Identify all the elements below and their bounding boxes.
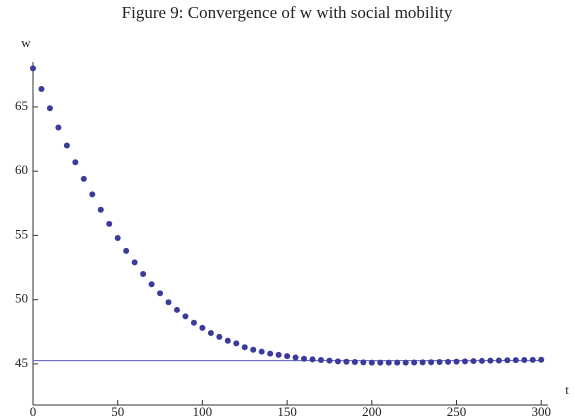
point — [157, 290, 164, 297]
point — [224, 337, 231, 344]
x-tick-label: 250 — [447, 404, 467, 418]
x-tick-label: 200 — [362, 404, 382, 418]
y-tick-label: 55 — [15, 226, 28, 241]
y-tick-label: 60 — [15, 162, 28, 177]
chart-title: Figure 9: Convergence of w with social m… — [122, 3, 453, 22]
point — [207, 330, 214, 337]
point — [165, 299, 172, 306]
point — [114, 234, 121, 241]
point — [199, 324, 206, 331]
y-axis-label: w — [21, 35, 31, 50]
x-axis-label: t — [565, 382, 569, 397]
point — [394, 359, 401, 366]
y-tick-label: 50 — [15, 291, 28, 306]
point — [89, 191, 96, 198]
point — [495, 357, 502, 364]
x-tick-label: 300 — [531, 404, 551, 418]
point — [343, 358, 350, 365]
point — [131, 259, 138, 266]
point — [360, 359, 367, 366]
point — [55, 124, 62, 131]
point — [173, 306, 180, 313]
point — [275, 351, 282, 358]
x-tick-label: 50 — [111, 404, 124, 418]
point — [301, 355, 308, 362]
point — [445, 358, 452, 365]
point — [385, 359, 392, 366]
point — [63, 142, 70, 149]
point — [317, 357, 324, 364]
point — [478, 357, 485, 364]
point — [470, 358, 477, 365]
y-tick-label: 65 — [15, 98, 28, 113]
point — [538, 356, 545, 363]
point — [148, 281, 155, 288]
point — [461, 358, 468, 365]
point — [97, 206, 104, 213]
point — [512, 357, 519, 364]
point — [267, 350, 274, 357]
point — [190, 319, 197, 326]
point — [233, 340, 240, 347]
point — [216, 333, 223, 340]
point — [241, 344, 248, 351]
point — [377, 359, 384, 366]
point — [521, 357, 528, 364]
point — [106, 220, 113, 227]
point — [284, 353, 291, 360]
x-tick-label: 150 — [277, 404, 297, 418]
point — [123, 247, 130, 254]
point — [258, 348, 265, 355]
point — [72, 159, 79, 166]
point — [309, 356, 316, 363]
point — [334, 358, 341, 365]
point — [351, 358, 358, 365]
point — [292, 354, 299, 361]
point — [487, 357, 494, 364]
point — [504, 357, 511, 364]
point — [453, 358, 460, 365]
point — [436, 358, 443, 365]
point — [368, 359, 375, 366]
y-tick-label: 45 — [15, 355, 28, 370]
point — [182, 313, 189, 320]
point — [402, 359, 409, 366]
point — [250, 346, 257, 353]
point — [46, 105, 53, 112]
point — [38, 85, 45, 92]
point — [30, 65, 36, 72]
point — [140, 270, 147, 277]
point — [326, 357, 333, 364]
x-tick-label: 0 — [30, 404, 37, 418]
point — [529, 356, 536, 363]
x-tick-label: 100 — [193, 404, 213, 418]
point — [419, 359, 426, 366]
point — [80, 175, 87, 182]
point — [428, 359, 435, 366]
point — [411, 359, 418, 366]
